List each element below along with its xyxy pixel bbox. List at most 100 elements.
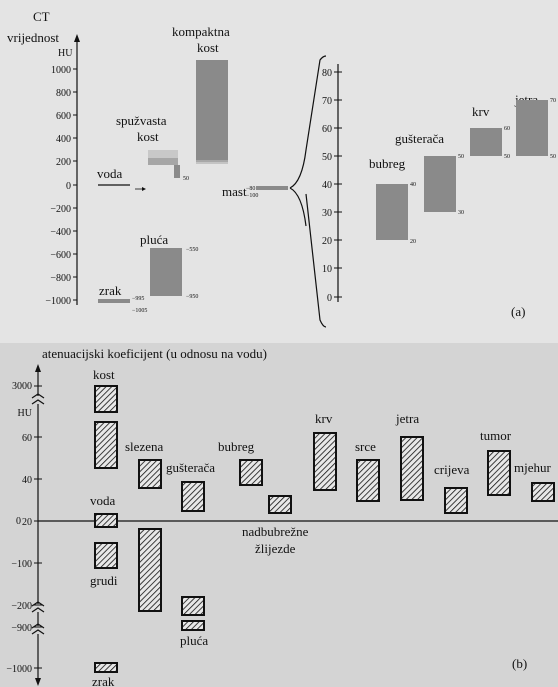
right-tick-label: 70 (322, 96, 332, 107)
left-tick-label: 0 (66, 181, 71, 192)
left-tick-label: −400 (50, 227, 71, 238)
kompaktna-kost-label-1: kompaktna (172, 24, 230, 39)
left-tick-label: −600 (50, 250, 71, 261)
krv-a-bar (470, 128, 502, 156)
krv-a-top: 60 (504, 126, 510, 132)
left-tick-label: 600 (56, 111, 71, 122)
right-tick-label: 10 (322, 264, 332, 275)
gusteraca-a-bottom: 30 (458, 210, 464, 216)
mast-bar (256, 186, 288, 190)
gusteraca-b-bar (181, 481, 205, 512)
kost-label: kost (93, 367, 115, 382)
b-tick-label: 20 (22, 517, 32, 528)
b-tick-label: 3000 (12, 381, 32, 392)
kost-bar (94, 421, 118, 469)
b-tick-label: −900 (11, 623, 32, 634)
jetra-a-top: 70 (550, 98, 556, 104)
krv-a-bottom: 50 (504, 154, 510, 160)
zrak-b-label: zrak (92, 674, 115, 687)
panel-a: CT vrijednost HU 1000 800 600 400 200 0 … (0, 0, 558, 343)
jetra-a-bottom: 50 (550, 154, 556, 160)
jetra-b-label: jetra (395, 411, 419, 426)
bubreg-b-bar (239, 459, 263, 486)
panel-a-ylabel-line2: vrijednost (7, 30, 59, 45)
pluca-value-top: −550 (186, 247, 198, 253)
srce-label: srce (355, 439, 376, 454)
panel-b-ticks (34, 385, 42, 669)
right-tick-label: 20 (322, 236, 332, 247)
bubreg-a-bottom: 20 (410, 239, 416, 245)
zoom-brace (289, 55, 327, 328)
b-tick-label: −200 (11, 601, 32, 612)
right-tick-label: 40 (322, 180, 332, 191)
left-tick-label: −1000 (45, 296, 71, 307)
left-tick-label: 800 (56, 88, 71, 99)
pluca-value-bottom: −950 (186, 294, 198, 300)
b-tick-label: −1000 (6, 664, 32, 675)
voda-label: voda (97, 166, 123, 181)
pluca-b-bar (181, 596, 205, 616)
crijeva-bar (444, 487, 468, 514)
kompaktna-kost-label-2: kost (197, 40, 219, 55)
panel-a-background (0, 0, 558, 343)
bubreg-b-label: bubreg (218, 439, 255, 454)
krv-b-label: krv (315, 411, 333, 426)
spuzvasta-kost-bar (148, 150, 178, 158)
zrak-bar (98, 299, 130, 303)
crijeva-label: crijeva (434, 462, 470, 477)
mast-value-2: −100 (246, 193, 258, 199)
panel-b-background (0, 343, 558, 687)
pluca-b-label: pluća (180, 633, 208, 648)
b-tick-label: −100 (11, 559, 32, 570)
gusteraca-b-label: gušterača (166, 460, 215, 475)
krv-b-bar (313, 432, 337, 491)
masno-tkivo-bar (138, 528, 162, 612)
right-axis-tick-labels: 80 70 60 50 40 30 20 10 0 (322, 68, 332, 304)
panel-b-title: atenuacijski koeficijent (u odnosu na vo… (42, 346, 267, 361)
left-axis-tick-labels: 1000 800 600 400 200 0 −200 −400 −600 −8… (45, 65, 71, 307)
spuzvasta-kost-label-2: kost (137, 129, 159, 144)
b-tick-label: 60 (22, 433, 32, 444)
spuzvasta-kost-label-1: spužvasta (116, 113, 167, 128)
panel-a-letter: (a) (511, 304, 525, 319)
panel-a-ylabel-line1: CT (33, 9, 50, 24)
b-tick-label-zero: 0 (16, 516, 21, 527)
pluca-label: pluća (140, 232, 168, 247)
zrak-value-1: −995 (132, 296, 144, 302)
nadbubrezne-label-1: nadbubrežne (242, 524, 309, 539)
slezena-label: slezena (125, 439, 163, 454)
tumor-bar (487, 450, 511, 496)
srce-bar (356, 459, 380, 502)
b-tick-label: HU (18, 408, 33, 419)
krv-a-label: krv (472, 104, 490, 119)
grudi-bar (94, 542, 118, 569)
panel-b-letter: (b) (512, 656, 527, 671)
voda-b-bar (94, 513, 118, 528)
left-tick-label: 200 (56, 157, 71, 168)
bubreg-a-bar (376, 184, 408, 240)
spuzvasta-kost-value: 50 (183, 176, 189, 182)
panel-a-unit: HU (58, 48, 73, 59)
nadbubrezne-label-2: žlijezde (255, 541, 296, 556)
left-tick-label: −800 (50, 273, 71, 284)
right-tick-label: 50 (322, 152, 332, 163)
jetra-b-bar (400, 436, 424, 501)
right-tick-label: 80 (322, 68, 332, 79)
pluca-bar (150, 248, 182, 296)
right-tick-label: 30 (322, 208, 332, 219)
zrak-value-2: −1005 (132, 308, 147, 314)
gusteraca-a-label: gušterača (395, 131, 444, 146)
panel-b: atenuacijski koeficijent (u odnosu na vo… (0, 343, 558, 687)
kompaktna-kost-bar (196, 60, 228, 160)
right-axis-ticks (334, 71, 342, 298)
grudi-label: grudi (90, 573, 118, 588)
left-axis-ticks (73, 68, 77, 301)
kost-bar-top (94, 385, 118, 413)
gusteraca-a-top: 50 (458, 154, 464, 160)
tumor-label: tumor (480, 428, 512, 443)
pluca-b-bar-lower (181, 620, 205, 631)
mjehur-label: mjehur (514, 460, 551, 475)
bubreg-a-label: bubreg (369, 156, 406, 171)
zrak-label: zrak (99, 283, 122, 298)
